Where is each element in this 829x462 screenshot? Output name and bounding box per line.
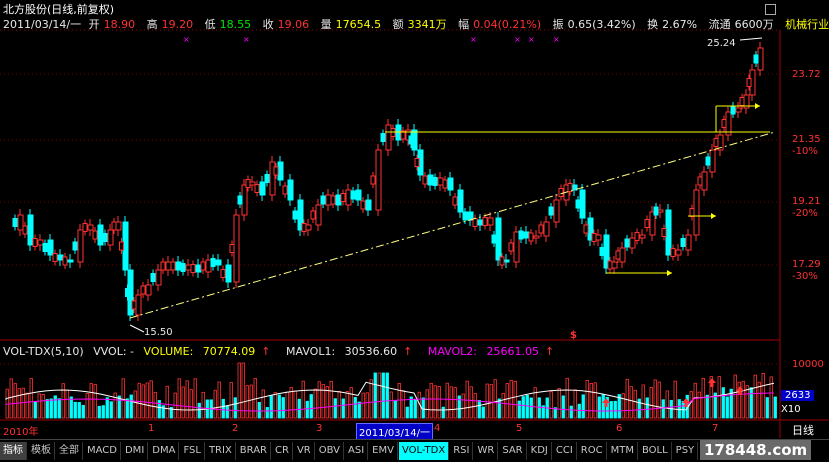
restore-window-icon[interactable]: [765, 4, 776, 15]
date-cursor-label: 2011/03/14/一: [356, 423, 434, 440]
tab-macd[interactable]: MACD: [84, 442, 121, 460]
mavol2-label: MAVOL2:: [427, 345, 478, 358]
turnover-label: 换: [647, 18, 659, 31]
tab-sar[interactable]: SAR: [499, 442, 527, 460]
amount-label: 额: [392, 18, 404, 31]
low-label: 低: [204, 18, 216, 31]
site-watermark: 178448.com: [700, 440, 812, 460]
mavol1-value: 30536.60: [344, 345, 398, 358]
amplitude-label: 振: [552, 18, 564, 31]
open-value: 18.90: [103, 18, 136, 31]
tab--[interactable]: 指标: [0, 442, 27, 460]
volume-label: 量: [320, 18, 332, 31]
close-label: 收: [262, 18, 274, 31]
amount-value: 3341万: [407, 18, 447, 31]
low-value: 18.55: [219, 18, 252, 31]
tab-mtm[interactable]: MTM: [608, 442, 638, 460]
month-label: 5: [516, 423, 523, 434]
turnover-value: 2.67%: [662, 18, 698, 31]
year-label: 2010年: [3, 427, 39, 438]
special-marker: $: [570, 330, 577, 341]
volume-indicator-bar: VOL-TDX(5,10) VVOL: - VOLUME: 70774.09 ↑ …: [3, 345, 555, 358]
tab-kdj[interactable]: KDJ: [528, 442, 552, 460]
tab--[interactable]: 全部: [56, 442, 83, 460]
tab-asi[interactable]: ASI: [345, 442, 369, 460]
tab-vol-tdx[interactable]: VOL-TDX: [398, 442, 450, 460]
quote-info-bar: 2011/03/14/一 开 18.90 高 19.20 低 18.55 收 19.06…: [3, 16, 829, 32]
tab-vr[interactable]: VR: [294, 442, 315, 460]
price-axis-pct: -10%: [792, 146, 818, 157]
price-axis-label: 19.21: [792, 196, 821, 207]
stock-title: 北方股份(日线,前复权): [3, 3, 115, 16]
month-label: 7: [712, 423, 719, 434]
price-axis-pct: -30%: [792, 271, 818, 282]
tab-boll[interactable]: BOLL: [639, 442, 672, 460]
volume-axis-unit: X10: [781, 404, 801, 415]
volume-indicator-value: 70774.09: [202, 345, 256, 358]
high-label: 高: [146, 18, 158, 31]
tab-fsl[interactable]: FSL: [180, 442, 205, 460]
month-label: 6: [616, 423, 623, 434]
tab--[interactable]: 模板: [28, 442, 55, 460]
quote-date: 2011/03/14/一: [3, 18, 82, 31]
volume-axis-value: 2633: [781, 390, 815, 401]
high-value: 19.20: [161, 18, 194, 31]
tab-trix[interactable]: TRIX: [206, 442, 236, 460]
tab-dma[interactable]: DMA: [149, 442, 180, 460]
change-value: 0.04(0.21%): [473, 18, 542, 31]
period-label[interactable]: 日线: [792, 424, 814, 437]
svg-text:×: ×: [514, 35, 521, 44]
tab-dmi[interactable]: DMI: [122, 442, 149, 460]
mavol2-value: 25661.05: [486, 345, 540, 358]
mavol1-label: MAVOL1:: [286, 345, 336, 358]
price-axis-pct: -20%: [792, 208, 818, 219]
tab-psy[interactable]: PSY: [673, 442, 699, 460]
amplitude-value: 0.65(3.42%): [567, 18, 636, 31]
close-value: 19.06: [277, 18, 310, 31]
volume-value: 17654.5: [335, 18, 382, 31]
tab-cci[interactable]: CCI: [553, 442, 577, 460]
open-label: 开: [88, 18, 100, 31]
svg-text:×: ×: [183, 35, 190, 44]
month-label: 1: [148, 423, 155, 434]
price-axis-label: 23.72: [792, 69, 821, 80]
indicator-toolbar: 指标 模板 全部 MACD DMI DMA FSL TRIX BRAR CR VR OBV ASI EMV…: [0, 439, 829, 462]
volume-indicator-label: VOLUME:: [143, 345, 194, 358]
tab-rsi[interactable]: RSI: [450, 442, 474, 460]
month-label: 2: [232, 423, 239, 434]
svg-text:×: ×: [243, 35, 250, 44]
industry-label: 机械行业: [785, 18, 829, 31]
tab-obv[interactable]: OBV: [316, 442, 344, 460]
change-label: 幅: [458, 18, 470, 31]
volume-axis-top: 10000: [792, 359, 824, 370]
float-value: 6600万: [734, 18, 774, 31]
price-axis-label: 21.35: [792, 134, 821, 145]
svg-text:×: ×: [528, 35, 535, 44]
price-axis-label: 17.29: [792, 259, 821, 270]
low-price-marker: 15.50: [144, 327, 173, 338]
float-label: 流通: [708, 18, 731, 31]
high-price-marker: 25.24: [707, 38, 736, 49]
svg-text:×: ×: [470, 35, 477, 44]
tab-cr[interactable]: CR: [272, 442, 293, 460]
vvol-label: VVOL: -: [93, 345, 135, 358]
indicator-name[interactable]: VOL-TDX(5,10): [3, 345, 84, 358]
tab-wr[interactable]: WR: [474, 442, 499, 460]
tab-brar[interactable]: BRAR: [237, 442, 271, 460]
tab-emv[interactable]: EMV: [369, 442, 398, 460]
svg-text:×: ×: [553, 35, 560, 44]
month-label: 3: [316, 423, 323, 434]
month-label: 4: [434, 423, 441, 434]
tab-roc[interactable]: ROC: [578, 442, 607, 460]
